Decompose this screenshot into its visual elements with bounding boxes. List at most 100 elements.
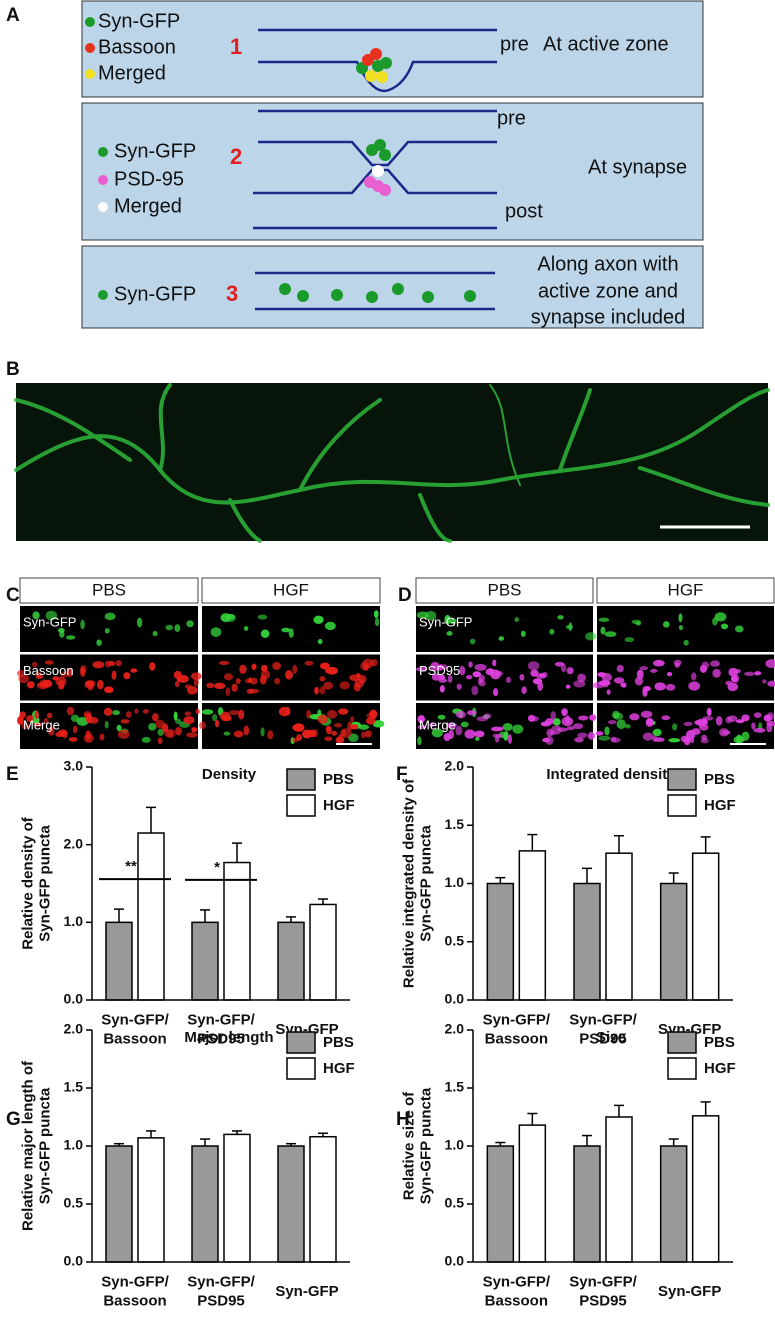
punctum [190, 672, 202, 680]
bar [277, 921, 305, 1001]
punctum [55, 676, 67, 687]
punctum [70, 714, 80, 722]
punctum [183, 716, 195, 725]
punctum [431, 728, 443, 738]
x-tick-label: Syn-GFP/PSD95 [569, 1011, 637, 1047]
punctum [541, 671, 548, 678]
significance-label: * [214, 859, 220, 876]
punctum [292, 664, 298, 674]
punctum [112, 710, 121, 716]
punctum [243, 626, 249, 631]
punctum [239, 664, 247, 674]
punctum [498, 636, 505, 641]
y-tick-label: 0.0 [64, 991, 84, 1007]
punctum [360, 661, 370, 671]
punctum [701, 661, 710, 670]
punctum [210, 627, 222, 637]
punctum [474, 663, 487, 671]
punctum [654, 682, 666, 691]
punctum [272, 662, 281, 670]
punctum [32, 661, 38, 668]
punctum [317, 714, 329, 724]
punctum [585, 632, 597, 641]
panel-label: F [396, 764, 408, 785]
punctum [356, 673, 361, 678]
bar [486, 882, 515, 1001]
punctum [174, 681, 180, 688]
punctum [32, 611, 40, 620]
punctum [604, 726, 610, 736]
punctum [691, 672, 697, 681]
punctum [507, 734, 512, 744]
punctum [96, 679, 104, 690]
punctum [733, 736, 745, 744]
punctum [613, 677, 625, 684]
punctum [80, 667, 86, 677]
bar [137, 1137, 165, 1263]
punctum [514, 616, 519, 623]
punctum [714, 612, 727, 622]
y-axis-label: Relative major length ofSyn-GFP puncta [19, 1060, 53, 1231]
punctum [444, 614, 451, 625]
punctum [474, 736, 480, 741]
punctum [476, 716, 489, 722]
punctum [735, 719, 745, 724]
punctum [466, 710, 477, 716]
dot [379, 149, 391, 161]
chart-title: Density [202, 766, 257, 783]
punctum [72, 725, 78, 734]
bar [691, 1115, 720, 1263]
punctum [741, 714, 750, 722]
caption: At synapse [588, 156, 687, 178]
panel-label: C [6, 585, 20, 606]
punctum [173, 711, 178, 721]
punctum [527, 714, 536, 722]
punctum [243, 725, 250, 736]
punctum [503, 731, 509, 741]
bar [309, 1135, 337, 1263]
micrograph [14, 383, 770, 543]
punctum [469, 638, 476, 645]
case-number: 1 [230, 34, 242, 59]
punctum [213, 682, 226, 690]
punctum [195, 708, 200, 715]
punctum [417, 715, 426, 724]
punctum [430, 661, 440, 671]
dot [98, 202, 108, 212]
chart-title: Integrated density [546, 766, 676, 783]
punctum [341, 729, 346, 737]
punctum [652, 659, 665, 667]
y-tick-label: 2.0 [64, 835, 84, 851]
punctum [678, 624, 683, 631]
punctum [550, 711, 557, 720]
punctum [80, 619, 85, 630]
punctum [640, 710, 653, 718]
x-tick-label: Syn-GFP/Bassoon [101, 1273, 169, 1309]
punctum [549, 629, 555, 635]
punctum [184, 711, 192, 716]
punctum [652, 728, 662, 737]
punctum [753, 712, 762, 719]
y-tick-label: 0.5 [445, 1195, 465, 1211]
punctum [459, 665, 466, 676]
y-tick-label: 1.5 [445, 1079, 465, 1095]
punctum [225, 687, 231, 697]
legend-text: Syn-GFP [98, 10, 180, 32]
punctum [546, 728, 554, 737]
column-header: PBS [92, 580, 126, 599]
y-tick-label: 1.0 [445, 1137, 465, 1153]
dot [376, 71, 388, 83]
punctum [645, 717, 654, 726]
punctum [691, 728, 701, 735]
legend-label: PBS [704, 771, 735, 788]
column-header-box [19, 577, 199, 604]
punctum [48, 726, 55, 736]
neurite [14, 388, 770, 505]
dot [85, 69, 95, 79]
punctum [607, 720, 617, 725]
punctum [134, 708, 139, 714]
bar [659, 882, 688, 1001]
punctum [136, 617, 143, 628]
punctum [347, 721, 353, 731]
punctum [616, 664, 624, 673]
